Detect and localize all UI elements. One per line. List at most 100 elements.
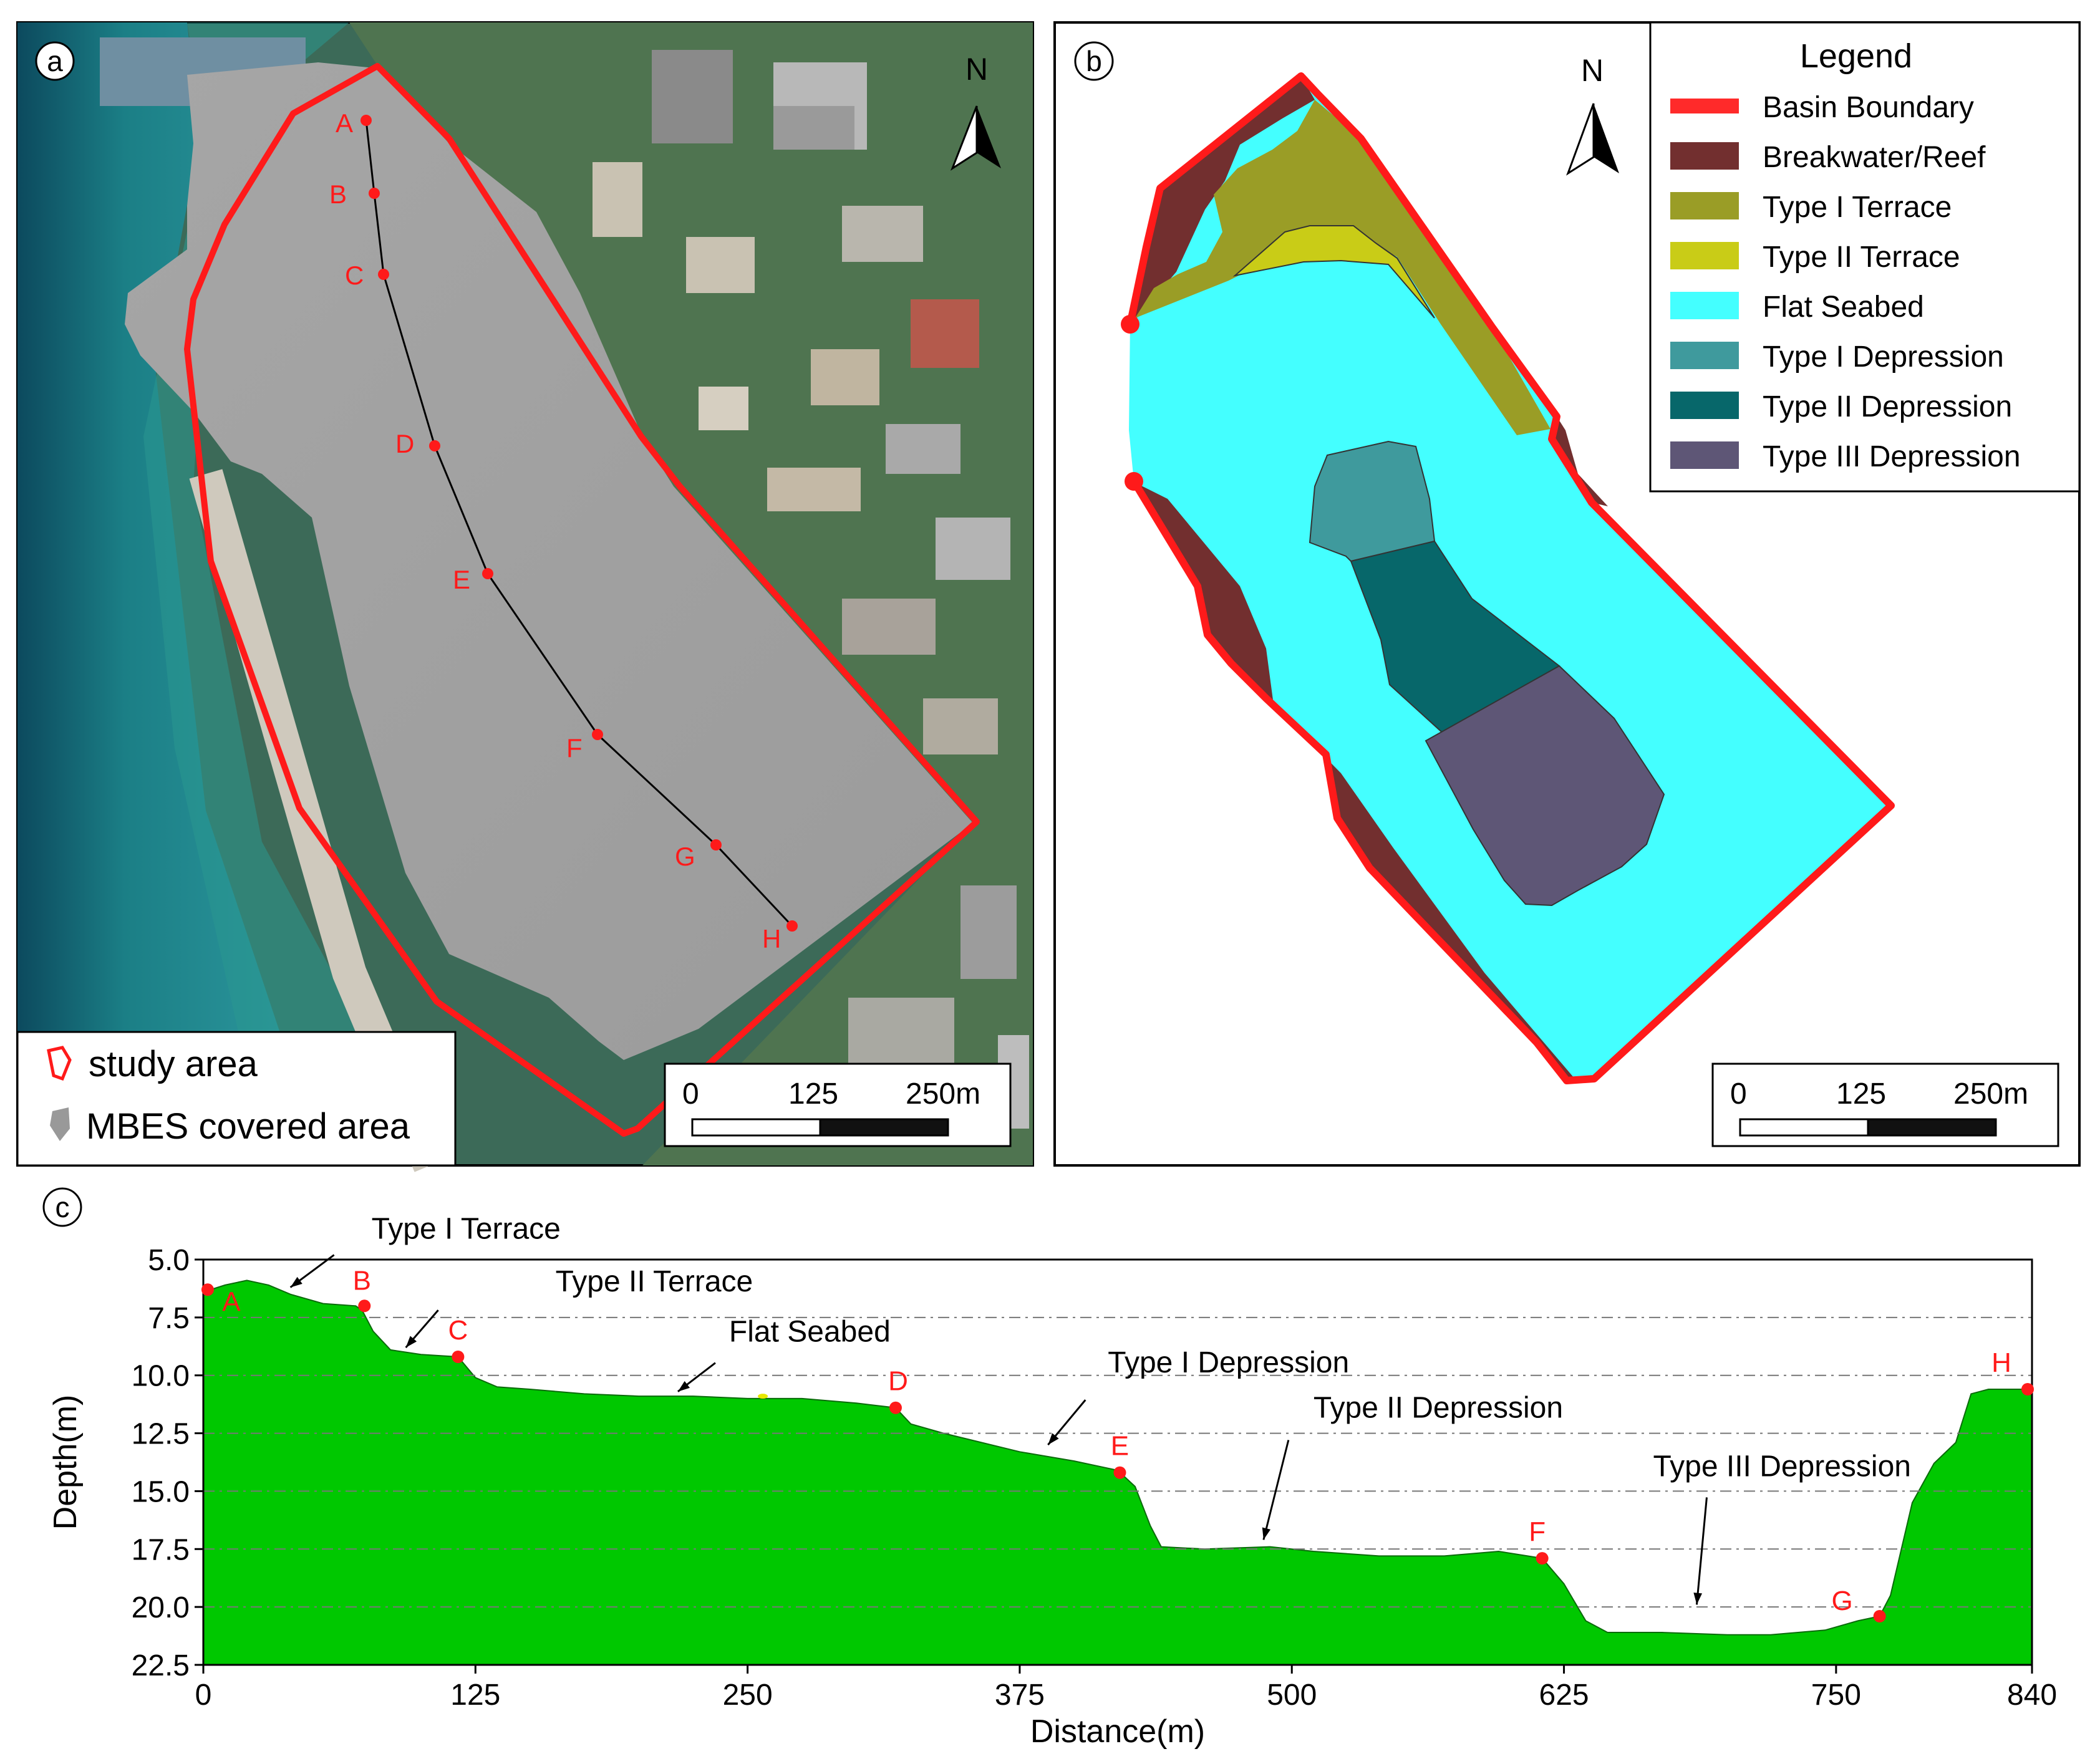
profile-point-label-e: E (1111, 1431, 1129, 1462)
study-area-legend-icon (47, 1046, 72, 1081)
annotation-arrow-4 (1262, 1440, 1290, 1540)
annotation-arrowhead-4 (1262, 1527, 1271, 1540)
study-area-boundary (184, 63, 980, 1137)
panel-c: c 5.0 7.5 10.0 12.5 15.0 17.5 20.0 22.50 125 250 3… (42, 1187, 2057, 1750)
basin-boundary (1126, 72, 1895, 1084)
point-h-dot (786, 920, 798, 932)
north-arrow-b-icon: N (1566, 53, 1619, 176)
panel-b: N b Legend Basin Boundary Breakwater/Reef… (1053, 21, 2081, 1167)
scale-a-0: 0 (682, 1077, 699, 1111)
point-c-label: C (345, 261, 364, 290)
terrace-type1-area (1135, 100, 1551, 435)
xtick-label-4: 500 (1267, 1679, 1317, 1712)
xtick-label-2: 250 (723, 1679, 773, 1712)
ytick-label-4: 15.0 (132, 1475, 190, 1508)
profile-point-label-d: D (888, 1366, 908, 1397)
xtick-label-7: 840 (2007, 1679, 2057, 1712)
scale-b-white (1739, 1118, 1869, 1137)
profile-point-label-g: G (1832, 1586, 1853, 1616)
legend-swatch-type-i-terrace (1670, 192, 1739, 219)
point-d-dot (429, 440, 440, 451)
panel-letter-b: b (1086, 45, 1102, 77)
point-a-label: A (336, 108, 353, 138)
ytick-label-2: 10.0 (132, 1360, 190, 1393)
ytick-label-0: 5.0 (148, 1244, 190, 1277)
profile-point-g (1873, 1610, 1886, 1622)
profile-chart: 5.0 7.5 10.0 12.5 15.0 17.5 20.0 22.50 125 250 375… (47, 1213, 2057, 1750)
panel-letter-c: c (56, 1191, 70, 1223)
panel-a: A B C D E F G H N a study area MBES cove… (16, 21, 1034, 1172)
panel-letter-c-circle (42, 1187, 82, 1227)
profile-line (365, 120, 793, 927)
reef-south (1130, 480, 1578, 1082)
ytick-label-5: 17.5 (132, 1533, 190, 1566)
legend-label-flat-seabed: Flat Seabed (1763, 291, 1924, 324)
profile-point-f (1536, 1552, 1549, 1565)
profile-point-c (452, 1351, 465, 1363)
scale-a-white (691, 1118, 821, 1137)
ytick-label-1: 7.5 (148, 1302, 190, 1335)
point-e-dot (482, 568, 493, 579)
profile-point-e (1113, 1466, 1126, 1479)
legend-a (16, 1031, 457, 1167)
scale-b-125: 125 (1836, 1077, 1886, 1111)
xtick-label-1: 125 (450, 1679, 500, 1712)
y-axis-label: Depth(m) (47, 1395, 84, 1530)
panel-letter-a-circle (35, 41, 75, 81)
point-e-label: E (453, 565, 470, 594)
point-b-label: B (329, 180, 347, 209)
scale-b-black (1867, 1118, 1997, 1137)
xtick-label-3: 375 (995, 1679, 1045, 1712)
scale-a-125: 125 (788, 1077, 838, 1111)
point-h-label: H (762, 924, 781, 953)
profile-point-label-b: B (353, 1265, 371, 1296)
annotation-arrowhead-2 (677, 1381, 690, 1392)
ytick-label-3: 12.5 (132, 1418, 190, 1451)
profile-point-label-h: H (1991, 1347, 2011, 1378)
legend-swatch-breakwater-reef (1670, 142, 1739, 170)
annotation-label-0: Type I Terrace (372, 1213, 561, 1246)
depression-type1-area (1309, 440, 1436, 562)
north-label-b: N (1581, 53, 1604, 88)
legend-b-items: Basin Boundary Breakwater/Reef Type I Terr… (1670, 91, 2021, 473)
legend-swatch-type-iii-depression (1670, 441, 1739, 469)
mbes-coverage (125, 62, 973, 1060)
profile-point-label-f: F (1529, 1516, 1546, 1547)
plot-frame (202, 1258, 2033, 1666)
reef-north (1131, 76, 1315, 324)
point-g-label: G (675, 842, 695, 871)
annotation-label-3: Type I Depression (1108, 1346, 1349, 1379)
profile-point-b (358, 1299, 371, 1313)
mbes-legend-icon (50, 1107, 70, 1141)
annotation-arrowhead-3 (1048, 1433, 1059, 1445)
legend-label-breakwater-reef: Breakwater/Reef (1763, 141, 1986, 174)
depression-type3-area (1425, 665, 1665, 907)
legend-swatch-type-ii-terrace (1670, 242, 1739, 269)
profile-point-label-c: C (448, 1315, 468, 1346)
panel-letter-a: a (47, 45, 63, 77)
land-area (349, 22, 1033, 1165)
reef-east (1552, 417, 1608, 506)
north-arrow-a-icon: N (950, 52, 1001, 171)
legend-mbes: MBES covered area (86, 1106, 410, 1147)
point-a-dot (360, 115, 372, 126)
annotation-arrow-5 (1695, 1497, 1708, 1605)
scale-a-black (819, 1118, 949, 1137)
scale-b-0: 0 (1730, 1077, 1747, 1111)
annotation-arrowhead-0 (290, 1276, 302, 1288)
legend-b-title: Legend (1800, 37, 1912, 75)
point-d-label: D (395, 429, 414, 458)
annotation-label-5: Type III Depression (1653, 1450, 1911, 1483)
legend-swatch-type-i-depression (1670, 342, 1739, 369)
profile-point-h (2021, 1383, 2035, 1395)
shallow-reef (143, 22, 437, 1165)
panel-letter-b-circle (1074, 41, 1114, 81)
point-b-dot (369, 188, 380, 199)
point-f-dot (592, 729, 603, 740)
ytick-label-7: 22.5 (132, 1649, 190, 1682)
legend-label-type-iii-depression: Type III Depression (1763, 440, 2021, 473)
legend-study-area: study area (89, 1044, 258, 1084)
boundary-endpoint-south (1125, 472, 1143, 491)
terrace-type2-area (1232, 225, 1435, 319)
